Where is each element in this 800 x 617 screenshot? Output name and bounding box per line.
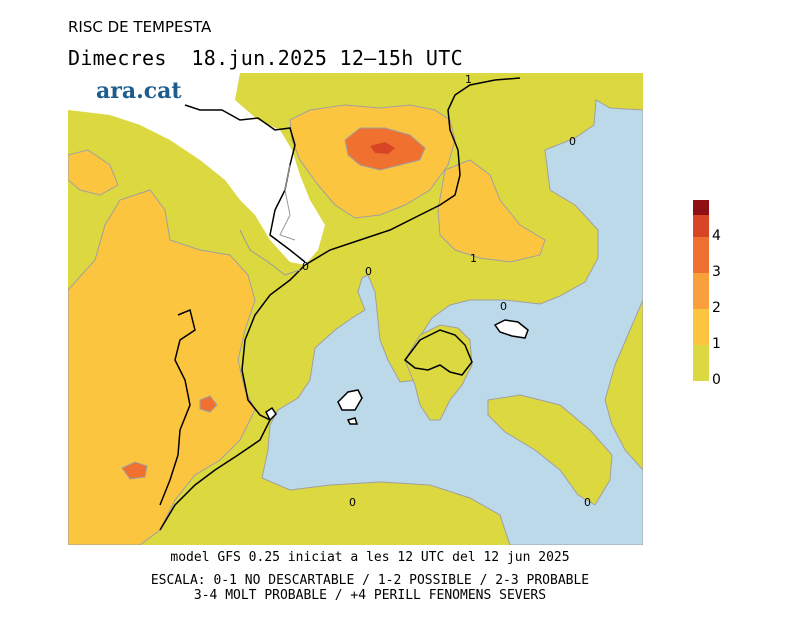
scale-legend-line-1: ESCALA: 0-1 NO DESCARTABLE / 1-2 POSSIBL…	[150, 573, 590, 588]
risk-level-1-east	[437, 159, 546, 263]
coastline-border	[184, 104, 306, 263]
island-menorca	[493, 319, 529, 339]
mallorca-coast	[403, 329, 473, 376]
legend-color-bar	[693, 200, 709, 381]
legend-label-1: 1	[712, 336, 721, 352]
contour-line-gray	[239, 229, 301, 276]
legend-label-2: 2	[712, 300, 721, 316]
risk-level-2-west-spot	[199, 395, 218, 413]
land-bottom-right	[487, 394, 613, 506]
coastal-island-white	[265, 406, 277, 422]
legend-swatch-level-0	[693, 345, 709, 381]
contour-label: 0	[349, 496, 356, 509]
risk-level-1-top-left	[68, 149, 119, 196]
contour-label: 1	[465, 73, 472, 86]
risk-level-3-core	[370, 142, 395, 154]
contour-label: 0	[500, 300, 507, 313]
contour-label: 1	[470, 252, 477, 265]
brand-logo: ara.cat	[96, 78, 182, 104]
legend-swatch-level-2	[693, 273, 709, 309]
coastline-east	[304, 77, 521, 266]
contour-label: 0	[302, 260, 309, 273]
legend-swatch-level-4	[693, 215, 709, 237]
island-formentera	[346, 417, 359, 425]
legend-swatch-level-5	[693, 200, 709, 215]
risk-level-2-southwest	[121, 461, 148, 480]
legend-label-4: 4	[712, 228, 721, 244]
contour-label: 0	[569, 135, 576, 148]
no-data-area	[68, 73, 325, 265]
contour-label: 0	[584, 496, 591, 509]
model-info-text: model GFS 0.25 iniciat a les 12 UTC del …	[170, 550, 570, 565]
legend-swatch-level-1	[693, 309, 709, 345]
border-internal	[159, 264, 306, 531]
contour-label: 0	[365, 265, 372, 278]
forecast-date-title: Dimecres 18.jun.2025 12–15h UTC	[68, 46, 463, 70]
map-type-label: RISC DE TEMPESTA	[68, 18, 212, 36]
land-right-edge	[604, 299, 643, 471]
land-mallorca-region	[404, 324, 473, 421]
risk-level-1-west	[68, 189, 256, 545]
scale-legend-line-2: 3-4 MOLT PROBABLE / +4 PERILL FENOMENS S…	[193, 588, 547, 603]
contour-line-gray-2	[279, 164, 296, 241]
legend-label-3: 3	[712, 264, 721, 280]
island-ibiza	[337, 389, 363, 411]
legend-swatch-level-3	[693, 237, 709, 273]
border-west	[159, 308, 196, 506]
legend-label-0: 0	[712, 372, 721, 388]
